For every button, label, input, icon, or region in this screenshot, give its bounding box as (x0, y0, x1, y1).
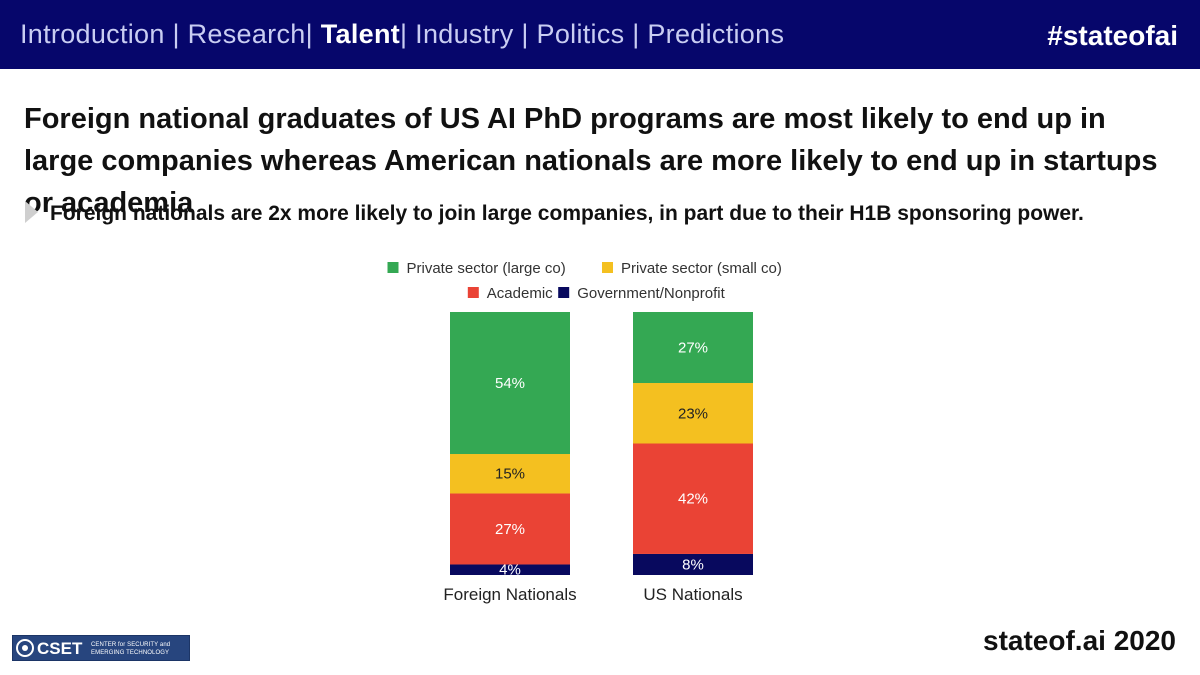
cset-globe-icon (16, 639, 34, 657)
nav-separator: | (400, 19, 416, 49)
logo-word: CSET (37, 639, 83, 658)
nav-separator: | (305, 19, 321, 49)
section-nav: Introduction | Research| Talent| Industr… (20, 19, 784, 50)
top-nav-bar: Introduction | Research| Talent| Industr… (0, 0, 1200, 69)
bar-segment-us-nationals-academic (633, 443, 753, 554)
data-label-foreign-nationals-private-sector-large-co: 54% (495, 375, 525, 392)
legend-label-academic: Academic (487, 285, 553, 302)
legend-swatch-private-sector-small-co (602, 262, 613, 273)
legend-label-government-nonprofit: Government/Nonprofit (577, 285, 725, 302)
bar-segment-us-nationals-private-sector-small-co (633, 383, 753, 444)
data-label-foreign-nationals-private-sector-small-co: 15% (495, 466, 525, 483)
nav-item-research[interactable]: Research (187, 19, 306, 49)
bullet-text: Foreign nationals are 2x more likely to … (50, 202, 1084, 225)
chart-canvas: Private sector (large co) Private sector … (387, 260, 782, 604)
bar-segment-us-nationals-private-sector-large-co (633, 312, 753, 384)
nav-item-introduction[interactable]: Introduction (20, 19, 165, 49)
bullet-arrow-icon (25, 201, 38, 223)
bar-segment-foreign-nationals-private-sector-small-co (450, 454, 570, 494)
data-label-us-nationals-academic: 42% (678, 491, 708, 508)
bar-segment-foreign-nationals-government-nonprofit (450, 564, 570, 575)
cset-logo: CSET CENTER for SECURITY and EMERGING TE… (12, 635, 190, 661)
nav-item-talent[interactable]: Talent (320, 19, 401, 49)
data-label-foreign-nationals-academic: 27% (495, 521, 525, 538)
nav-item-predictions[interactable]: Predictions (647, 19, 785, 49)
bar-segment-foreign-nationals-academic (450, 493, 570, 565)
legend-swatch-government-nonprofit (558, 287, 570, 298)
bar-segment-foreign-nationals-private-sector-large-co (450, 312, 570, 455)
site-label: stateof.ai 2020 (983, 625, 1176, 656)
bar-segment-us-nationals-government-nonprofit (633, 553, 753, 575)
nav-separator: | (513, 19, 537, 49)
legend-swatch-private-sector-large-co (387, 262, 399, 273)
nav-separator: | (624, 19, 648, 49)
x-tick-label-us-nationals: US Nationals (643, 585, 742, 604)
nav-item-industry[interactable]: Industry (415, 19, 514, 49)
stacked-bar-chart: Private sector (large co) Private sector … (370, 252, 840, 612)
legend-swatch-academic (467, 287, 479, 298)
data-label-us-nationals-private-sector-small-co: 23% (678, 405, 708, 422)
slide-headline: Foreign national graduates of US AI PhD … (24, 103, 1158, 219)
data-label-foreign-nationals-government-nonprofit: 4% (499, 562, 521, 579)
nav-item-politics[interactable]: Politics (536, 19, 625, 49)
data-label-us-nationals-government-nonprofit: 8% (682, 556, 704, 573)
hashtag: #stateofai (1047, 20, 1178, 51)
legend-label-private-sector-large-co: Private sector (large co) (407, 260, 566, 277)
logo-subtitle: CENTER for SECURITY and EMERGING TECHNOL… (91, 642, 171, 656)
x-tick-label-foreign-nationals: Foreign Nationals (443, 585, 576, 604)
nav-separator: | (164, 19, 188, 49)
legend-label-private-sector-small-co: Private sector (small co) (621, 260, 782, 277)
data-label-us-nationals-private-sector-large-co: 27% (678, 340, 708, 357)
